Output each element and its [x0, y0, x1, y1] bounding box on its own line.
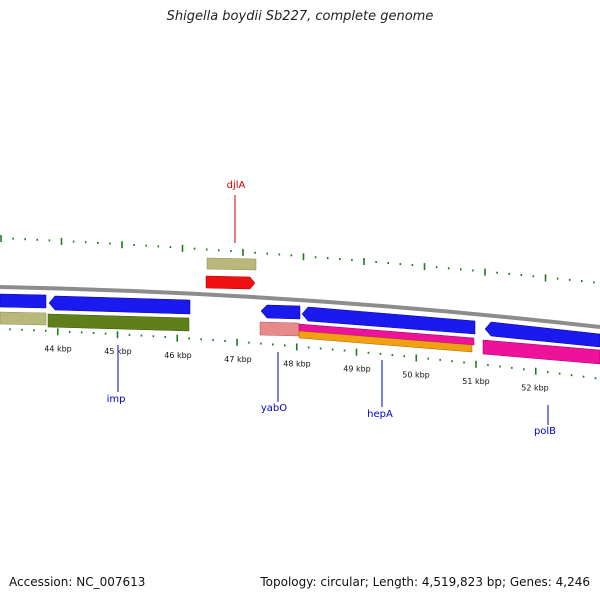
gene-reverse-blue-polB[interactable]: [484, 321, 600, 348]
genome-backbone: [0, 285, 600, 329]
gene-label-imp[interactable]: imp: [107, 394, 126, 405]
gene-reverse-olive[interactable]: [47, 313, 190, 332]
gene-reverse-orange[interactable]: [298, 330, 473, 353]
gene-label-hepA[interactable]: hepA: [367, 409, 393, 420]
kbp-tick-label: 47 kbp: [224, 355, 252, 364]
gene-label-yabO[interactable]: yabO: [261, 403, 287, 414]
gene-reverse-blue-imp[interactable]: [48, 295, 191, 315]
kbp-tick-label: 51 kbp: [462, 377, 490, 386]
gene-label-djlA[interactable]: djlA: [227, 180, 246, 191]
accession-text: Accession: NC_007613: [9, 575, 146, 589]
kbp-tick-label: 46 kbp: [164, 351, 192, 360]
gene-reverse-khaki-left[interactable]: [0, 311, 47, 326]
gene-reverse-pink[interactable]: [298, 323, 475, 346]
kbp-tick-label: 44 kbp: [44, 344, 72, 353]
gene-reverse-blue-hepA[interactable]: [301, 306, 476, 335]
gene-reverse-blue-left[interactable]: [0, 293, 47, 309]
kbp-tick-label: 52 kbp: [521, 384, 549, 393]
gene-label-polB[interactable]: polB: [534, 426, 556, 437]
topology-text: Topology: circular; Length: 4,519,823 bp…: [260, 575, 590, 589]
gene-reverse-blue-small[interactable]: [260, 304, 301, 320]
gene-reverse-pink-polB[interactable]: [482, 339, 600, 365]
gene-reverse-salmon-yabO[interactable]: [259, 321, 300, 337]
gene-djlA[interactable]: [205, 275, 256, 290]
kbp-tick-label: 50 kbp: [402, 370, 430, 379]
lower-tick-row: [9, 328, 597, 380]
upper-tick-row: [0, 235, 595, 284]
gene-forward-khaki[interactable]: [206, 257, 257, 271]
kbp-tick-label: 49 kbp: [343, 365, 371, 374]
map-title: Shigella boydii Sb227, complete genome: [166, 9, 434, 24]
kbp-tick-label: 48 kbp: [283, 359, 311, 368]
